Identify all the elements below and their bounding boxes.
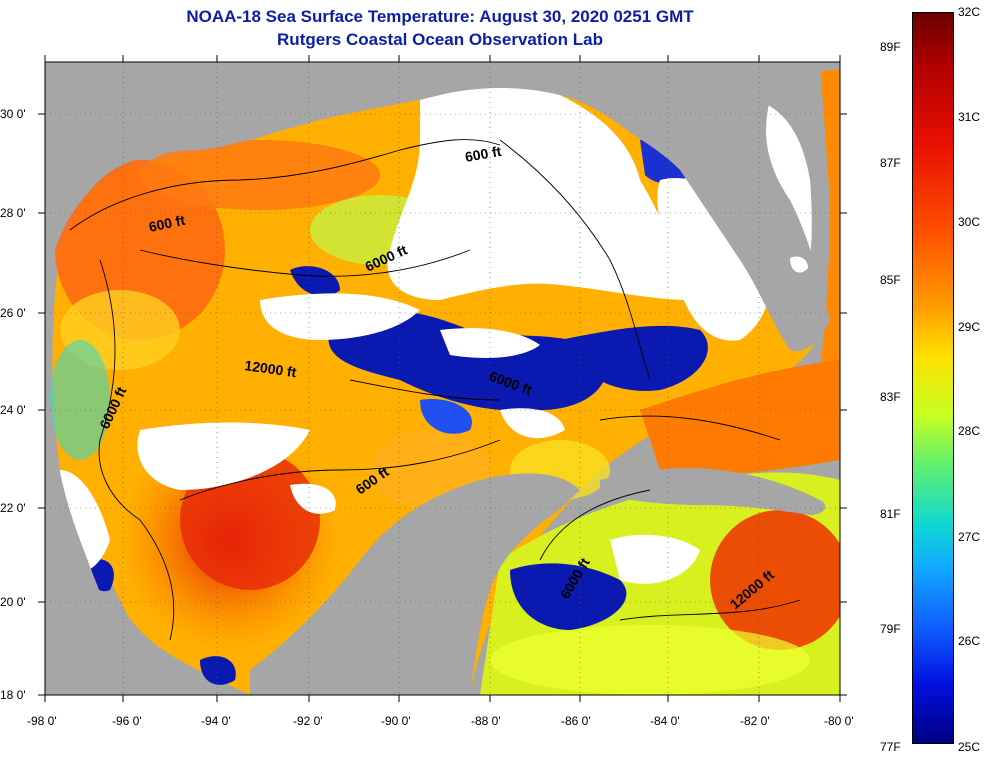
graticule (45, 62, 840, 695)
tick-marks (38, 55, 847, 702)
lon-label-80: -80 0' (824, 714, 854, 728)
contour-label: 600 ft (464, 143, 503, 165)
map-frame (44, 61, 841, 696)
cb-label-79f: 79F (880, 622, 901, 636)
lat-label-28: 28 0' (0, 206, 26, 220)
cb-label-25c: 25C (958, 740, 981, 754)
contour-label: 12000 ft (244, 357, 298, 380)
lon-label-84: -84 0' (650, 714, 680, 728)
straits-water (640, 360, 840, 475)
map-subtitle: Rutgers Coastal Ocean Observation Lab (277, 30, 603, 49)
cb-label-26c: 26C (958, 634, 981, 648)
lon-label-94: -94 0' (201, 714, 231, 728)
lon-label-96: -96 0' (112, 714, 142, 728)
cb-label-85f: 85F (880, 273, 901, 287)
lon-label-92: -92 0' (293, 714, 323, 728)
atlantic-water (810, 62, 840, 460)
lon-label-82: -82 0' (740, 714, 770, 728)
lat-label-20: 20 0' (0, 595, 26, 609)
lat-label-18: 18 0' (0, 688, 26, 702)
cb-label-30c: 30C (958, 215, 981, 229)
lon-label-98: -98 0' (27, 714, 57, 728)
cb-label-89f: 89F (880, 40, 901, 54)
temperature-colorbar (912, 12, 954, 744)
latitude-labels: 30 0' 28 0' 26 0' 24 0' 22 0' 20 0' 18 0… (0, 107, 26, 702)
lon-label-90: -90 0' (381, 714, 411, 728)
cb-label-31c: 31C (958, 110, 981, 124)
cb-label-87f: 87F (880, 156, 901, 170)
cold-patches (89, 138, 708, 685)
lat-label-24: 24 0' (0, 403, 26, 417)
lon-label-86: -86 0' (561, 714, 591, 728)
landmass (45, 62, 840, 695)
lat-label-30: 30 0' (0, 107, 26, 121)
cb-label-81f: 81F (880, 507, 901, 521)
contour-label: 600 ft (147, 212, 186, 235)
lon-label-88: -88 0' (471, 714, 501, 728)
cb-label-32c: 32C (958, 5, 981, 19)
cb-label-83f: 83F (880, 390, 901, 404)
lat-label-22: 22 0' (0, 501, 26, 515)
map-title: NOAA-18 Sea Surface Temperature: August … (186, 7, 694, 26)
bathymetry-contours (69, 139, 801, 641)
longitude-labels: -98 0' -96 0' -94 0' -92 0' -90 0' -88 0… (27, 714, 854, 728)
cb-label-77f: 77F (880, 740, 901, 754)
cb-label-28c: 28C (958, 424, 981, 438)
lat-label-26: 26 0' (0, 306, 26, 320)
cb-label-27c: 27C (958, 530, 981, 544)
cb-label-29c: 29C (958, 320, 981, 334)
